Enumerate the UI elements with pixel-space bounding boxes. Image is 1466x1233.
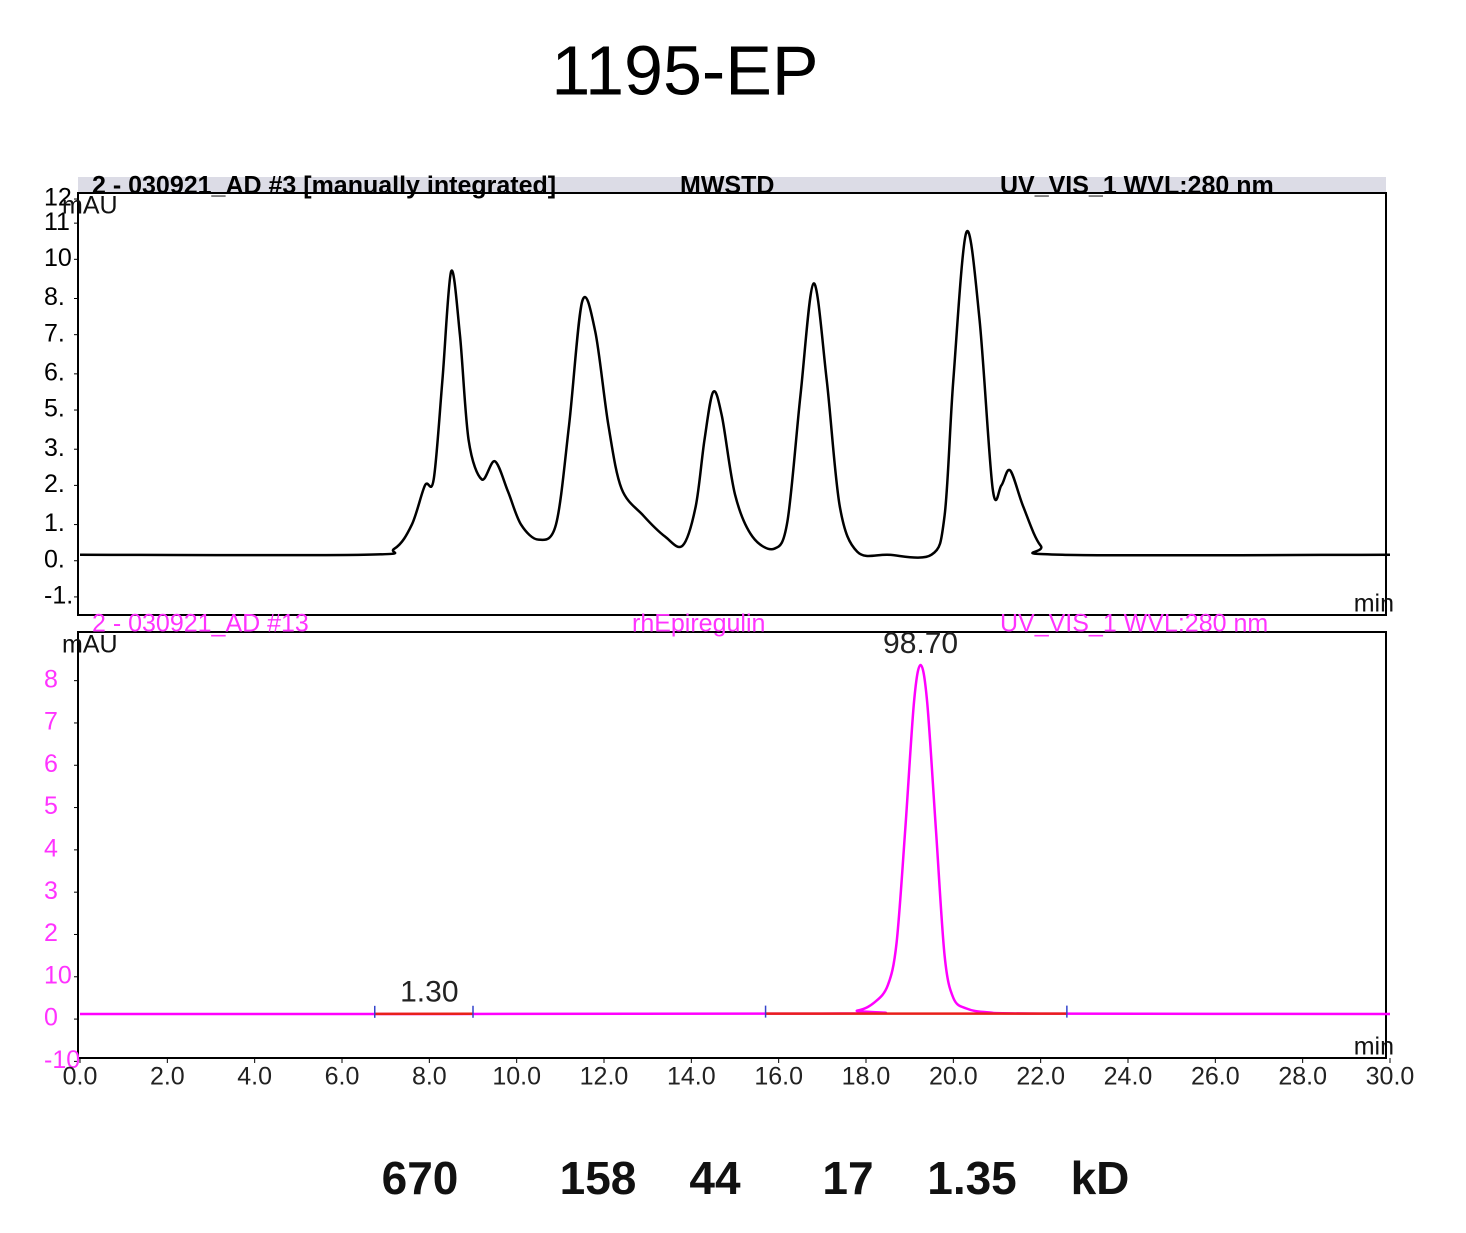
- panel-header: rhEpiregulin: [632, 610, 765, 638]
- mw-marker: 17: [822, 1152, 873, 1204]
- page-title: 1195-EP: [551, 31, 818, 109]
- mw-unit: kD: [1071, 1152, 1130, 1204]
- x-tick-label: 28.0: [1278, 1063, 1327, 1091]
- panel-header: 2 - 030921_AD #3 [manually integrated]: [92, 172, 556, 200]
- y-tick-label: 4: [44, 834, 58, 862]
- x-tick-label: 8.0: [412, 1063, 447, 1091]
- y-tick-label: 2.: [44, 470, 65, 498]
- x-tick-label: 22.0: [1016, 1063, 1065, 1091]
- x-axis-unit: min: [1354, 590, 1394, 618]
- x-tick-label: 0.0: [63, 1063, 98, 1091]
- y-tick-label: 7.: [44, 319, 65, 347]
- trace: [80, 665, 1390, 1014]
- x-tick-label: 2.0: [150, 1063, 185, 1091]
- y-tick-label: 5: [44, 792, 58, 820]
- y-tick-label: 3: [44, 877, 58, 905]
- x-tick-label: 30.0: [1366, 1063, 1415, 1091]
- y-axis-unit: mAU: [62, 631, 118, 659]
- panel-header: UV_VIS_1 WVL:280 nm: [1000, 610, 1268, 638]
- peak-label: 98.70: [883, 627, 958, 660]
- x-tick-label: 24.0: [1104, 1063, 1153, 1091]
- x-axis-unit: min: [1354, 1033, 1394, 1061]
- x-tick-label: 26.0: [1191, 1063, 1240, 1091]
- y-tick-label: 10: [44, 244, 72, 272]
- y-tick-label: 10: [44, 961, 72, 989]
- mw-marker: 1.35: [927, 1152, 1017, 1204]
- x-tick-label: 18.0: [842, 1063, 891, 1091]
- x-tick-label: 20.0: [929, 1063, 978, 1091]
- y-tick-label: 1.: [44, 509, 65, 537]
- x-tick-label: 6.0: [325, 1063, 360, 1091]
- peak-label: 1.30: [400, 976, 458, 1009]
- trace: [80, 231, 1390, 558]
- mw-marker: 158: [560, 1152, 637, 1204]
- y-axis-unit: mAU: [62, 192, 118, 220]
- x-tick-label: 4.0: [237, 1063, 272, 1091]
- y-tick-label: 5.: [44, 395, 65, 423]
- mw-marker: 44: [689, 1152, 741, 1204]
- y-tick-label: -1.: [44, 582, 73, 610]
- y-tick-label: 0: [44, 1004, 58, 1032]
- panel-header: MWSTD: [680, 172, 774, 200]
- panel-header: 2 - 030921_AD #13: [92, 610, 309, 638]
- y-tick-label: 2: [44, 919, 58, 947]
- x-tick-label: 10.0: [492, 1063, 541, 1091]
- y-tick-label: 8.: [44, 283, 65, 311]
- x-tick-label: 14.0: [667, 1063, 716, 1091]
- x-tick-label: 12.0: [580, 1063, 629, 1091]
- y-tick-label: 6: [44, 750, 58, 778]
- y-tick-label: 8: [44, 665, 58, 693]
- y-tick-label: 6.: [44, 358, 65, 386]
- panel-header: UV_VIS_1 WVL:280 nm: [1000, 172, 1274, 200]
- y-tick-label: 3.: [44, 434, 65, 462]
- y-tick-label: 7: [44, 708, 58, 736]
- plot-frame: [78, 193, 1386, 615]
- mw-marker: 670: [382, 1152, 459, 1204]
- plot-frame: [78, 632, 1386, 1058]
- y-tick-label: 0.: [44, 545, 65, 573]
- x-tick-label: 16.0: [754, 1063, 803, 1091]
